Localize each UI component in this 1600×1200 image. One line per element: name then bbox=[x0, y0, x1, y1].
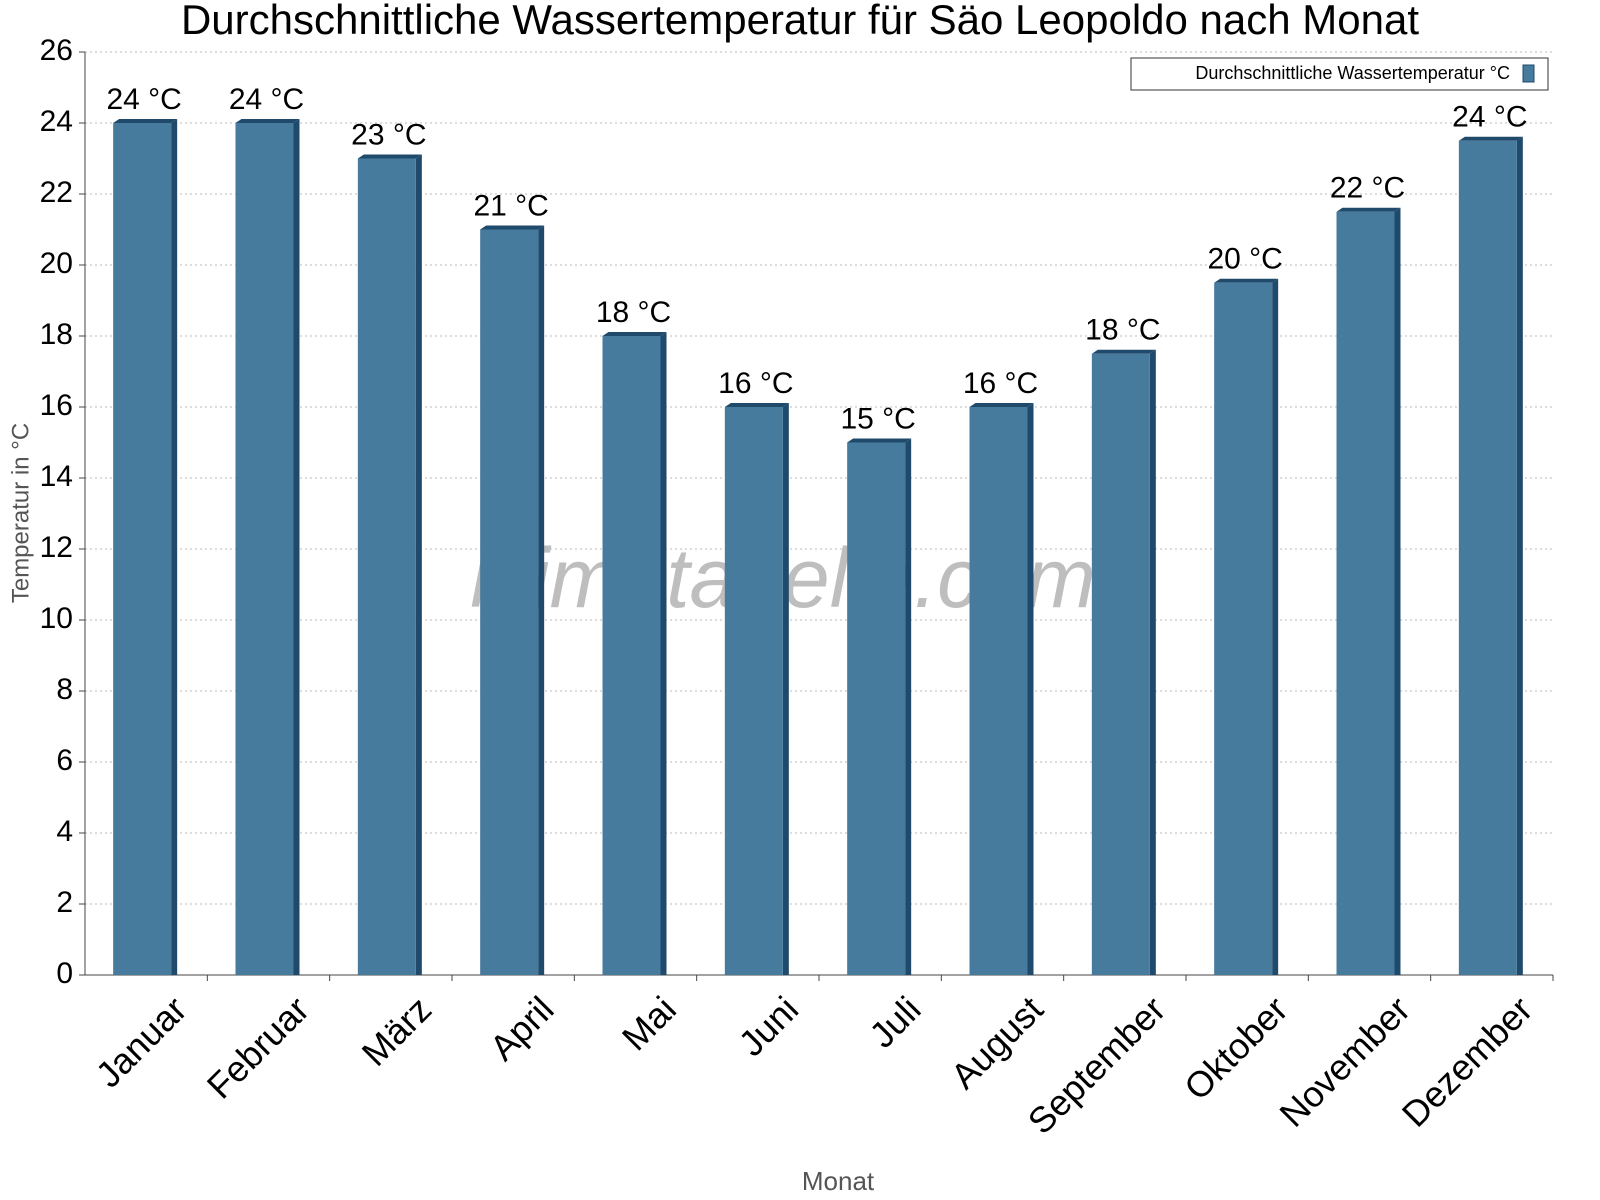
value-label: 24 °C bbox=[1452, 101, 1527, 134]
y-tick-label: 8 bbox=[56, 673, 73, 706]
bar bbox=[1458, 140, 1517, 975]
bar-top bbox=[724, 403, 789, 407]
bar-side bbox=[1027, 403, 1034, 975]
bar bbox=[1214, 282, 1273, 975]
y-tick-label: 12 bbox=[40, 531, 73, 564]
bar bbox=[724, 407, 783, 975]
y-tick-label: 26 bbox=[40, 34, 73, 67]
y-tick-label: 6 bbox=[56, 744, 73, 777]
value-label: 16 °C bbox=[963, 367, 1038, 400]
bar bbox=[1091, 353, 1150, 975]
bar-side bbox=[660, 332, 667, 975]
y-tick-label: 4 bbox=[56, 815, 73, 848]
y-tick-label: 14 bbox=[40, 460, 73, 493]
legend-swatch bbox=[1522, 64, 1535, 83]
bar-top bbox=[1336, 207, 1401, 212]
y-tick-label: 16 bbox=[40, 389, 73, 422]
bar-side bbox=[293, 119, 300, 975]
y-tick-label: 22 bbox=[40, 176, 73, 209]
bar-top bbox=[1214, 278, 1279, 283]
y-tick-label: 24 bbox=[40, 105, 73, 138]
bar-side bbox=[171, 119, 178, 975]
value-label: 18 °C bbox=[596, 296, 671, 329]
value-label: 20 °C bbox=[1207, 243, 1282, 276]
value-label: 23 °C bbox=[351, 118, 426, 151]
bar bbox=[113, 123, 172, 975]
bar-top bbox=[357, 154, 422, 159]
bar bbox=[602, 336, 661, 975]
x-axis-title: Monat bbox=[802, 1166, 875, 1196]
bar bbox=[847, 442, 906, 975]
bar-side bbox=[1516, 136, 1523, 975]
bar-top bbox=[113, 119, 178, 123]
legend-box bbox=[1130, 57, 1549, 91]
y-axis-title: Temperatur in °C bbox=[7, 423, 34, 603]
bar-top bbox=[1458, 136, 1523, 141]
y-tick-label: 2 bbox=[56, 886, 73, 919]
bar-top bbox=[969, 403, 1034, 407]
bar-side bbox=[1394, 207, 1401, 975]
bar bbox=[357, 158, 416, 975]
value-label: 21 °C bbox=[473, 189, 548, 222]
value-label: 15 °C bbox=[840, 402, 915, 435]
y-tick-label: 18 bbox=[40, 318, 73, 351]
bar-side bbox=[415, 154, 422, 975]
y-tick-label: 0 bbox=[56, 957, 73, 990]
bar-top bbox=[235, 119, 300, 123]
value-label: 22 °C bbox=[1330, 172, 1405, 205]
chart-title: Durchschnittliche Wassertemperatur für S… bbox=[181, 0, 1419, 43]
bar-side bbox=[1149, 349, 1156, 975]
bar-top bbox=[480, 225, 545, 230]
bar-top bbox=[847, 438, 912, 443]
bar bbox=[235, 123, 294, 975]
bar-top bbox=[602, 332, 667, 336]
value-label: 18 °C bbox=[1085, 314, 1160, 347]
bar-side bbox=[905, 438, 912, 975]
bar bbox=[480, 229, 539, 975]
y-tick-label: 20 bbox=[40, 247, 73, 280]
y-tick-label: 10 bbox=[40, 602, 73, 635]
bar-side bbox=[538, 225, 545, 975]
legend-label: Durchschnittliche Wassertemperatur °C bbox=[1195, 63, 1510, 83]
value-label: 24 °C bbox=[106, 83, 181, 116]
value-label: 16 °C bbox=[718, 367, 793, 400]
bar-side bbox=[782, 403, 789, 975]
bar-top bbox=[1091, 349, 1156, 354]
bar-side bbox=[1272, 278, 1279, 975]
value-label: 24 °C bbox=[229, 83, 304, 116]
bar bbox=[1336, 211, 1395, 975]
bar bbox=[969, 407, 1028, 975]
